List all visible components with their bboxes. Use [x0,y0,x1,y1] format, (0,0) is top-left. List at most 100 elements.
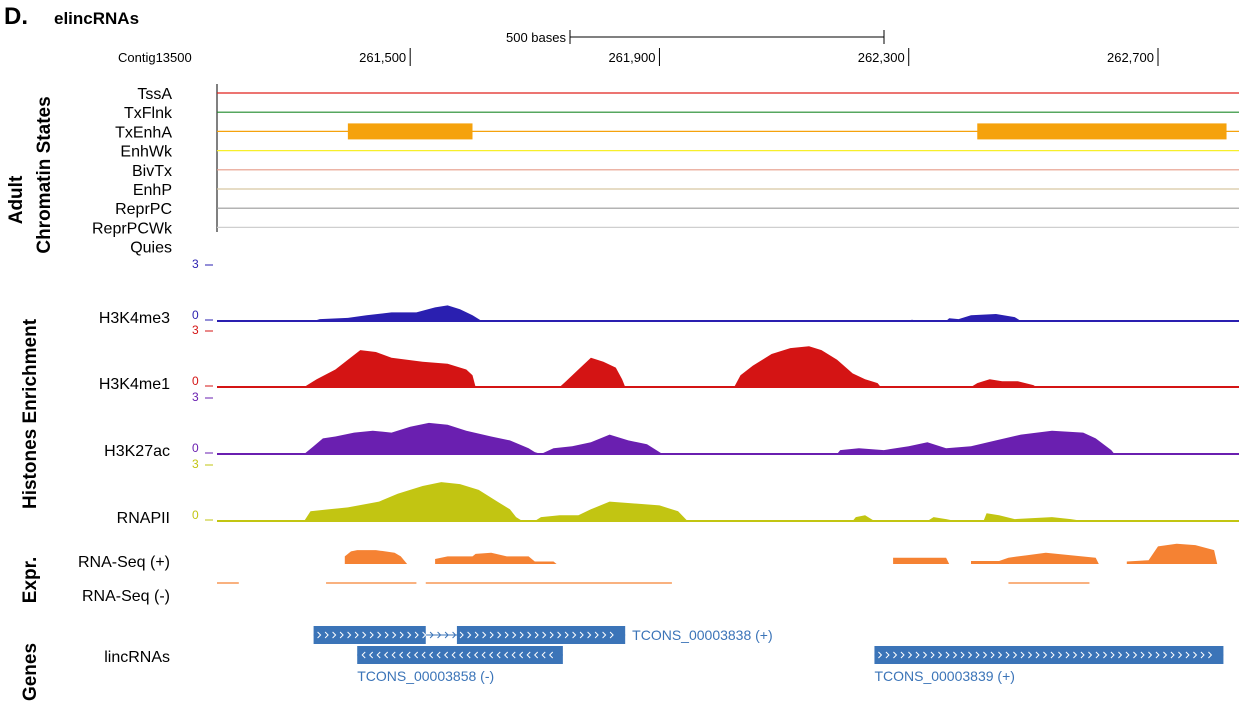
rnaseq-plus-block [344,550,408,564]
strand-chevron [332,631,337,639]
strand-chevron [384,651,389,659]
track-zero-label: 0 [192,508,199,522]
track-zero-label: 0 [192,308,199,322]
strand-chevron [1088,651,1093,659]
histone-signal-area [217,422,1239,454]
chromatin-state-label: ReprPC [115,201,172,218]
strand-chevron [557,631,562,639]
strand-chevron [953,651,958,659]
strand-chevron [1073,651,1078,659]
strand-chevron [1133,651,1138,659]
strand-chevron [602,631,607,639]
strand-chevron [369,631,374,639]
strand-chevron [908,651,913,659]
strand-chevron [504,631,509,639]
track-zero-label: 0 [192,441,199,455]
strand-chevron [512,631,517,639]
strand-chevron [384,631,389,639]
strand-chevron [392,631,397,639]
strand-chevron [915,651,920,659]
strand-chevron [564,631,569,639]
strand-chevron [406,651,411,659]
strand-chevron [481,651,486,659]
strand-chevron [436,651,441,659]
rnaseq-plus-block [971,552,1099,564]
histone-track-h3k4me3: 3 0 H3K4me3 [99,257,1239,327]
strand-chevron [549,651,554,659]
strand-chevron [534,631,539,639]
strand-chevron [1163,651,1168,659]
strand-chevron [444,651,449,659]
group-label-adult: Adult [6,175,27,224]
strand-chevron [1185,651,1190,659]
chromatin-states-track: TssA TxFlnk TxEnhA EnhWk BivTx EnhP ReprPC Repr… [92,84,1239,257]
contig-label: Contig13500 [118,50,192,65]
panel-title: elincRNAs [54,9,139,28]
transcript-exon [313,626,426,644]
strand-chevron [489,651,494,659]
chromatin-state-label: EnhP [133,182,172,199]
histone-track-label: RNAPII [117,510,170,527]
histone-signal-area [217,305,1239,321]
transcript-exon [456,626,626,644]
strand-chevron [376,651,381,659]
strand-chevron [452,631,457,639]
strand-chevron [1103,651,1108,659]
strand-chevron [549,631,554,639]
scale-bar [569,30,885,44]
track-max-label: 3 [192,457,199,471]
strand-chevron [1043,651,1048,659]
strand-chevron [960,651,965,659]
strand-chevron [496,651,501,659]
strand-chevron [489,631,494,639]
strand-chevron [1155,651,1160,659]
strand-chevron [893,651,898,659]
strand-chevron [1148,651,1153,659]
strand-chevron [1125,651,1130,659]
strand-chevron [526,651,531,659]
histone-track-rnapii: 3 0 RNAPII [117,457,1239,527]
histone-track-label: H3K4me1 [99,376,170,393]
scale-bar-label: 500 bases [506,30,566,45]
strand-chevron [1050,651,1055,659]
strand-chevron [519,631,524,639]
transcript: TCONS_00003838 (+) [313,626,773,644]
strand-chevron [900,651,905,659]
strand-chevron [990,651,995,659]
strand-chevron [497,631,502,639]
strand-chevron [1170,651,1175,659]
chromatin-state-block [347,123,473,140]
transcript-name: TCONS_00003838 (+) [632,627,772,643]
histone-track-h3k4me1: 3 0 H3K4me1 [99,323,1239,393]
strand-chevron [407,631,412,639]
strand-chevron [587,631,592,639]
rnaseq-plus-block [435,552,557,564]
strand-chevron [474,631,479,639]
expression-track [217,543,1218,584]
ruler-tick-label: 262,300 [858,50,905,65]
strand-chevron [459,651,464,659]
genes-track: TCONS_00003838 (+) TCONS_00003858 (-) TCON… [313,626,1224,684]
strand-chevron [1080,651,1085,659]
strand-chevron [474,651,479,659]
strand-chevron [983,651,988,659]
strand-chevron [938,651,943,659]
strand-chevron [361,651,366,659]
panel-letter: D. [4,3,28,30]
strand-chevron [541,651,546,659]
track-zero-label: 0 [192,374,199,388]
group-label-chromatin-states: Chromatin States [34,96,55,253]
track-max-label: 3 [192,257,199,271]
group-label-expr: Expr. [20,557,41,603]
track-max-label: 3 [192,390,199,404]
strand-chevron [1020,651,1025,659]
strand-chevron [399,631,404,639]
chromatin-state-label: TssA [137,86,172,103]
strand-chevron [504,651,509,659]
strand-chevron [534,651,539,659]
strand-chevron [945,651,950,659]
histone-track-h3k27ac: 3 0 H3K27ac [104,390,1239,460]
strand-chevron [444,631,449,639]
strand-chevron [930,651,935,659]
